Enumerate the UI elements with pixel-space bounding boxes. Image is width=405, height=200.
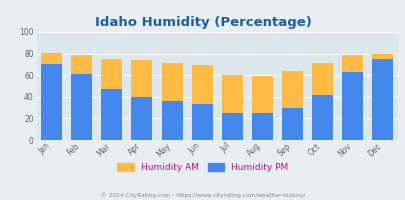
Bar bbox=[191, 104, 212, 140]
Bar bbox=[251, 76, 272, 113]
Bar bbox=[371, 59, 392, 140]
Bar bbox=[161, 63, 182, 101]
Legend: Humidity AM, Humidity PM: Humidity AM, Humidity PM bbox=[113, 159, 292, 175]
Bar bbox=[281, 108, 302, 140]
Bar bbox=[371, 54, 392, 59]
Bar bbox=[71, 74, 92, 140]
Bar bbox=[101, 59, 122, 89]
Bar bbox=[281, 71, 302, 108]
Bar bbox=[131, 97, 152, 140]
Bar bbox=[41, 64, 62, 140]
Bar bbox=[101, 89, 122, 140]
Bar bbox=[221, 113, 242, 140]
Bar bbox=[131, 60, 152, 97]
Bar bbox=[341, 55, 362, 72]
Bar bbox=[311, 63, 333, 95]
Bar bbox=[341, 72, 362, 140]
Bar bbox=[221, 75, 242, 113]
Bar bbox=[251, 113, 272, 140]
Bar bbox=[191, 65, 212, 104]
Text: © 2024 CityRating.com - https://www.cityrating.com/weather-history/: © 2024 CityRating.com - https://www.city… bbox=[100, 192, 305, 198]
Bar bbox=[161, 101, 182, 140]
Bar bbox=[71, 55, 92, 74]
Bar bbox=[41, 53, 62, 64]
Text: Idaho Humidity (Percentage): Idaho Humidity (Percentage) bbox=[94, 16, 311, 29]
Bar bbox=[311, 95, 333, 140]
